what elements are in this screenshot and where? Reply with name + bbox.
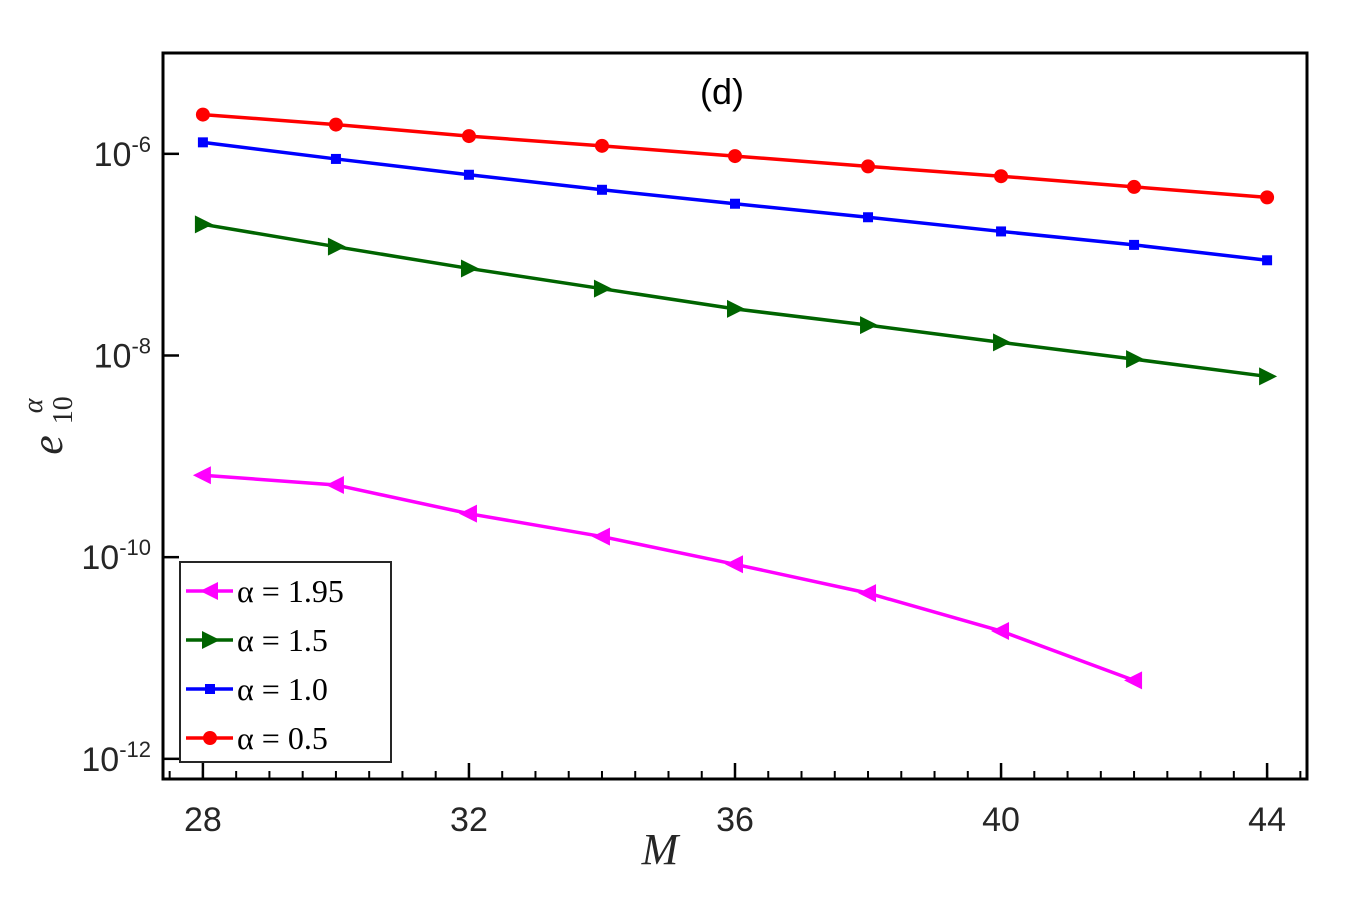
data-point — [994, 169, 1009, 184]
data-point — [197, 137, 208, 148]
data-point — [461, 129, 476, 144]
data-point — [993, 333, 1012, 352]
data-point — [861, 159, 876, 174]
y-tick-label: 10-8 — [94, 334, 151, 376]
data-point — [591, 527, 610, 546]
legend-entry: α = 1.0 — [186, 671, 328, 707]
data-point — [458, 504, 477, 523]
data-point — [325, 475, 344, 494]
y-tick-base: 10 — [94, 136, 132, 174]
data-point — [1259, 367, 1278, 386]
svg-text:e 10 α: e 10 α — [18, 385, 82, 455]
series-0 — [192, 466, 1143, 690]
series-line — [202, 473, 1135, 683]
data-point — [1262, 255, 1273, 266]
legend-marker — [200, 582, 218, 600]
data-point — [463, 169, 474, 180]
legend-entry: α = 1.95 — [186, 573, 344, 609]
y-tick-exponent: -12 — [119, 737, 151, 762]
y-tick-exponent: -8 — [131, 334, 151, 359]
data-point — [327, 237, 346, 256]
data-point — [460, 259, 479, 278]
data-point — [330, 153, 341, 164]
data-point — [594, 138, 609, 153]
series-3 — [195, 107, 1275, 205]
y-tick-label: 10-6 — [94, 132, 151, 174]
x-tick-label: 32 — [450, 801, 488, 839]
data-point — [596, 184, 607, 195]
y-tick-exponent: -6 — [131, 132, 151, 157]
series-line — [202, 222, 1268, 379]
panel-label: (d) — [700, 71, 744, 112]
x-axis-title: M — [641, 825, 681, 874]
legend-label: α = 1.5 — [237, 622, 328, 658]
y-axis-title-sup: α — [18, 397, 49, 413]
legend-label: α = 0.5 — [237, 720, 328, 756]
data-point — [1129, 239, 1140, 250]
legend-marker — [205, 684, 215, 694]
x-tick-label: 44 — [1248, 801, 1286, 839]
legend-entry: α = 0.5 — [186, 720, 328, 756]
data-point — [728, 149, 742, 164]
data-point — [858, 584, 877, 603]
y-axis-title-sub: 10 — [48, 396, 79, 424]
y-axis-title: e 10 α — [18, 385, 82, 455]
series-2 — [197, 137, 1273, 266]
legend-marker — [202, 631, 220, 649]
data-point — [727, 299, 745, 318]
data-point — [1260, 190, 1275, 205]
x-tick-label: 28 — [184, 801, 222, 839]
x-tick-label: 36 — [716, 801, 754, 839]
data-point — [863, 212, 874, 223]
data-point — [991, 622, 1010, 641]
data-point — [730, 198, 740, 209]
legend-label: α = 1.95 — [237, 573, 344, 609]
data-point — [194, 215, 213, 234]
y-axis-title-base: e — [23, 435, 72, 455]
x-axis: 28 32 36 40 44 — [184, 763, 1286, 839]
data-point — [860, 316, 879, 335]
y-tick-label: 10-10 — [81, 535, 151, 577]
data-point — [1126, 350, 1145, 369]
legend: α = 1.95 α = 1.5 α = 1.0 α = 0.5 — [179, 561, 392, 763]
data-point — [195, 107, 210, 122]
y-tick-base: 10 — [81, 539, 119, 577]
data-point — [593, 279, 612, 298]
legend-marker — [203, 731, 217, 745]
legend-label: α = 1.0 — [237, 671, 328, 707]
data-point — [192, 466, 211, 485]
data-point — [1127, 179, 1142, 194]
series-1 — [194, 215, 1278, 386]
data-point — [1124, 671, 1143, 690]
data-point — [725, 555, 743, 574]
y-tick-label: 10-12 — [81, 737, 151, 779]
series-layer — [192, 107, 1278, 690]
y-tick-base: 10 — [94, 338, 132, 376]
data-point — [996, 226, 1007, 237]
y-tick-base: 10 — [81, 741, 119, 779]
x-tick-label: 40 — [982, 801, 1020, 839]
y-tick-exponent: -10 — [119, 535, 151, 560]
legend-entry: α = 1.5 — [186, 622, 328, 658]
data-point — [328, 117, 343, 132]
